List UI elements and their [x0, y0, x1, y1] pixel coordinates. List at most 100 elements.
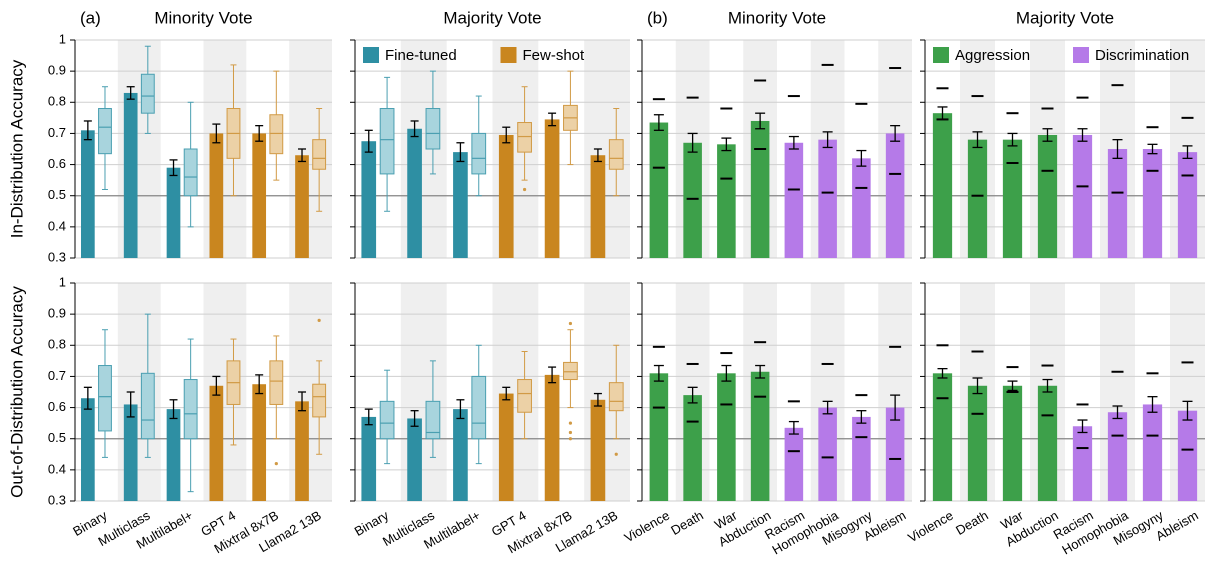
x-tick-label: Violence: [905, 508, 955, 546]
y-tick-label: 0.4: [48, 218, 66, 233]
box: [140, 372, 155, 440]
legend-swatch: [933, 47, 949, 63]
outlier: [274, 462, 278, 466]
bar: [818, 139, 837, 258]
y-axis-label: In-Distribution Accuracy: [7, 59, 26, 238]
y-tick-label: 0.7: [48, 368, 66, 383]
y-tick-label: 0.8: [48, 337, 66, 352]
bar: [1177, 410, 1198, 501]
y-tick-label: 0.3: [48, 249, 66, 264]
box: [183, 148, 198, 197]
outlier: [614, 452, 618, 456]
bar: [498, 393, 514, 501]
box: [608, 382, 624, 412]
bar: [885, 133, 905, 258]
outlier: [568, 321, 573, 326]
y-tick-label: 0.6: [48, 156, 66, 171]
box: [269, 114, 284, 155]
y-tick-label: 0.7: [48, 125, 66, 140]
bar: [295, 401, 309, 501]
outlier: [522, 187, 527, 192]
bar: [590, 399, 606, 501]
bar: [80, 398, 95, 501]
bar: [852, 158, 871, 258]
bar: [498, 134, 514, 258]
box: [269, 360, 284, 405]
legend-swatch: [500, 47, 517, 63]
bar: [1037, 134, 1058, 258]
bar: [750, 120, 770, 258]
y-tick-label: 0.9: [48, 306, 66, 321]
box: [379, 108, 395, 175]
box: [608, 139, 624, 170]
bar: [1142, 404, 1163, 501]
bar: [784, 142, 804, 258]
box: [425, 400, 441, 440]
bar: [295, 155, 309, 258]
bar: [1142, 149, 1163, 258]
panel-label: (b): [647, 8, 668, 27]
bar: [166, 409, 181, 501]
bar: [967, 139, 988, 258]
y-tick-label: 1: [59, 31, 66, 46]
panel-title: Majority Vote: [443, 8, 541, 27]
bar: [544, 374, 560, 501]
panel-title: Minority Vote: [154, 8, 252, 27]
bar: [717, 373, 736, 501]
bar: [123, 92, 138, 258]
bar: [1037, 385, 1058, 501]
x-tick-label: Death: [668, 508, 706, 538]
box: [312, 139, 327, 170]
bar: [683, 142, 702, 258]
bar: [453, 409, 468, 501]
bar: [407, 128, 422, 258]
bar: [1107, 149, 1128, 258]
box: [312, 383, 327, 418]
bar: [252, 384, 267, 501]
bar: [361, 141, 377, 258]
bar: [166, 167, 181, 258]
bar: [885, 407, 905, 501]
bar: [683, 395, 702, 501]
bar: [932, 373, 953, 501]
bar: [852, 416, 871, 501]
outlier: [568, 437, 573, 441]
bar: [453, 152, 468, 258]
legend-label: Fine-tuned: [385, 47, 457, 64]
legend-label: Aggression: [955, 47, 1030, 64]
box: [471, 132, 487, 175]
bar: [209, 385, 224, 501]
y-tick-label: 0.3: [48, 492, 66, 507]
bar: [80, 130, 95, 258]
bar: [361, 416, 377, 501]
bar: [544, 119, 560, 259]
box: [98, 365, 112, 432]
x-tick-label: Violence: [622, 508, 672, 546]
bar: [1002, 139, 1023, 258]
bar: [649, 122, 669, 259]
bar: [1072, 426, 1093, 501]
legend-label: Few-shot: [523, 47, 586, 64]
box: [140, 73, 155, 114]
bar: [932, 113, 953, 258]
y-axis-label: Out-of-Distribution Accuracy: [7, 286, 26, 498]
panel-label: (a): [80, 8, 101, 27]
bar: [252, 133, 267, 258]
legend-swatch: [1073, 47, 1089, 63]
bar: [750, 371, 770, 501]
outlier: [317, 318, 321, 322]
bar: [1107, 412, 1128, 501]
y-tick-label: 0.4: [48, 461, 66, 476]
box: [471, 375, 487, 440]
legend-label: Discrimination: [1095, 47, 1189, 64]
bar: [1072, 134, 1093, 258]
bar: [407, 418, 422, 501]
bar: [649, 373, 669, 501]
panel-title: Majority Vote: [1016, 8, 1114, 27]
box: [98, 108, 112, 155]
y-tick-label: 1: [59, 274, 66, 289]
box: [517, 122, 532, 153]
y-tick-label: 0.9: [48, 63, 66, 78]
bar: [209, 133, 224, 258]
